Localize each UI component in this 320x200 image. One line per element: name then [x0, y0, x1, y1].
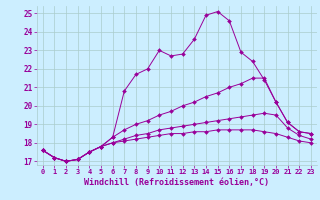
X-axis label: Windchill (Refroidissement éolien,°C): Windchill (Refroidissement éolien,°C) [84, 178, 269, 187]
